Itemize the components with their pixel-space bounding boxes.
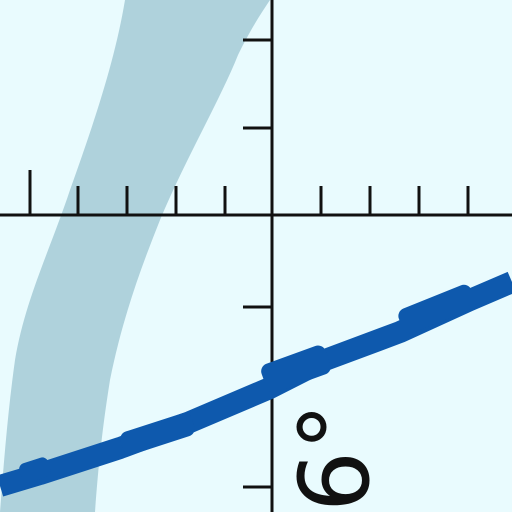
step-bump <box>261 345 331 393</box>
line-step-bumps <box>19 284 476 483</box>
angle-label: 6° <box>279 403 391 512</box>
step-bump <box>398 284 476 334</box>
x-axis-ticks <box>28 170 470 215</box>
pale-band <box>0 0 270 512</box>
step-bump <box>120 412 195 455</box>
step-bump <box>19 457 51 483</box>
